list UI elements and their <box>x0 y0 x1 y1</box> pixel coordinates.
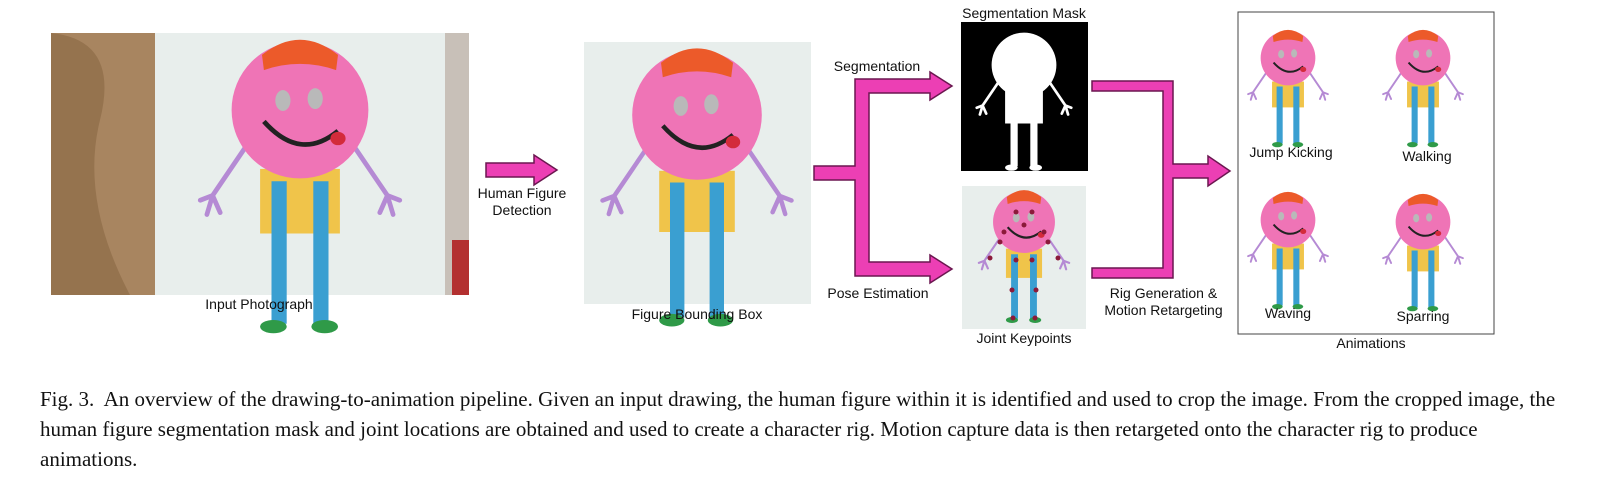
detection-label-line2: Detection <box>492 202 552 218</box>
pose-estimation-label: Pose Estimation <box>827 285 929 301</box>
sparring-label: Sparring <box>1396 308 1450 324</box>
figure-caption: Fig. 3. An overview of the drawing-to-an… <box>40 384 1580 474</box>
animations-panel <box>1237 11 1495 335</box>
caption-label: Fig. 3. <box>40 387 95 411</box>
figure-bounding-box-label: Figure Bounding Box <box>631 306 763 322</box>
detection-arrow <box>485 153 559 187</box>
detection-label-line1: Human Figure <box>477 185 567 201</box>
input-photograph-label: Input Photograph <box>205 296 313 312</box>
waving-label: Waving <box>1264 305 1312 321</box>
segmentation-label: Segmentation <box>833 58 921 74</box>
walking-label: Walking <box>1402 148 1452 164</box>
merge-arrows <box>1091 80 1232 279</box>
rig-label-line1: Rig Generation & <box>1109 285 1218 301</box>
split-arrows <box>813 70 954 285</box>
joint-keypoints-image <box>962 186 1086 329</box>
joint-keypoints-label: Joint Keypoints <box>976 330 1072 346</box>
caption-text: An overview of the drawing-to-animation … <box>40 387 1556 471</box>
jump-kicking-label: Jump Kicking <box>1249 144 1333 160</box>
animations-label: Animations <box>1336 335 1406 351</box>
rig-label-line2: Motion Retargeting <box>1104 302 1223 318</box>
segmentation-mask-label: Segmentation Mask <box>962 5 1086 21</box>
input-photograph <box>51 33 469 333</box>
segmentation-mask-image <box>961 22 1088 173</box>
figure-bounding-box-image <box>584 42 811 327</box>
